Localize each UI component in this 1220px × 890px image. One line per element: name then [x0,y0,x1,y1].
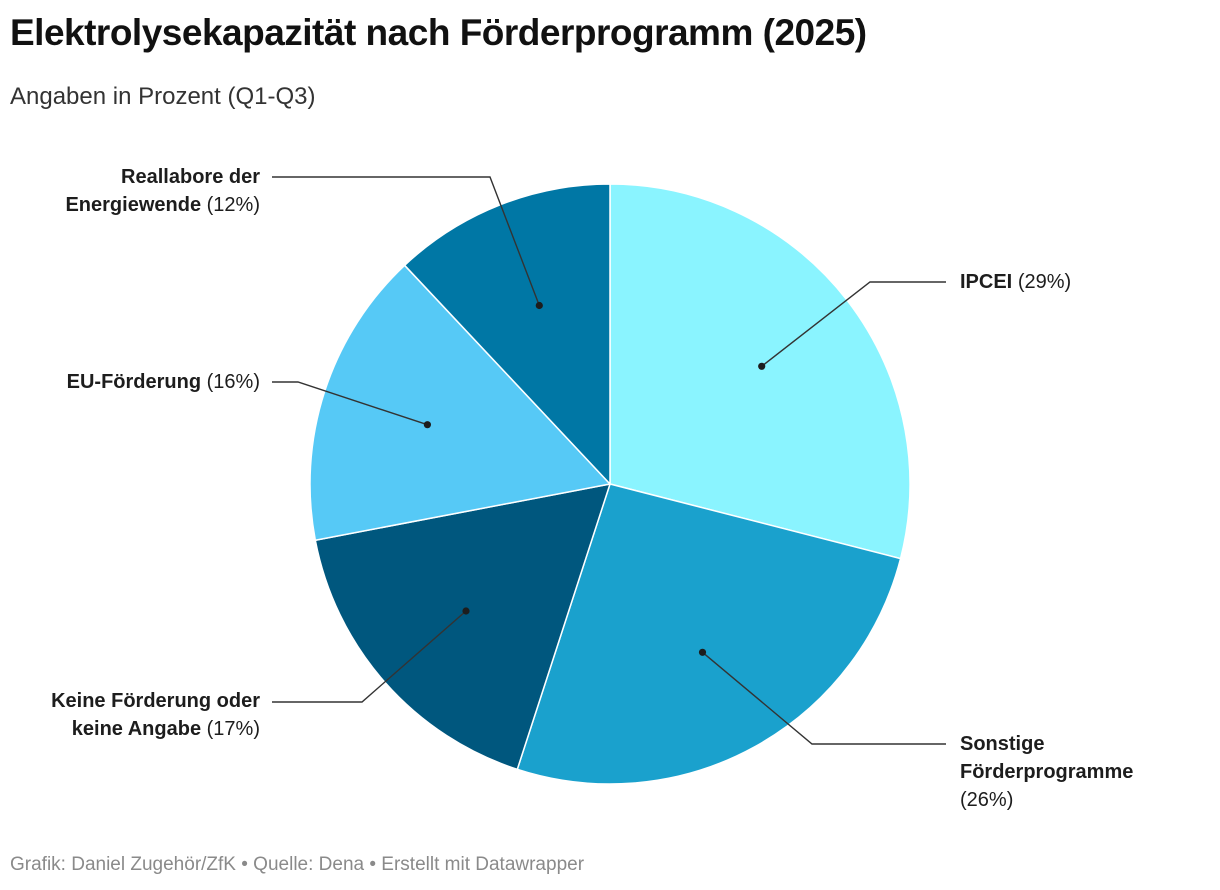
leader-line-keine-foerderung [272,610,467,703]
leader-line-ipcei [761,281,946,367]
slice-label-percent: (29%) [1017,271,1072,293]
slice-label-name: Reallabore der Energiewende [65,166,260,216]
leader-line-sonstige-foerderprogramme [702,651,946,745]
slice-label-name: EU-Förderung [66,371,202,393]
leader-dot-eu-foerderung [423,421,431,429]
slice-label-eu-foerderung: EU-Förderung (16%) [10,368,260,396]
pie-slice-sonstige-foerderprogramme [516,483,902,785]
leader-line-eu-foerderung [272,381,428,426]
label-leader-lines [272,176,946,745]
leader-dot-keine-foerderung [462,607,470,615]
chart-title: Elektrolysekapazität nach Förderprogramm… [10,12,867,53]
chart-subtitle: Angaben in Prozent (Q1-Q3) [10,83,316,110]
slice-label-percent: (16%) [206,371,260,393]
slice-label-reallabore: Reallabore der Energiewende (12%) [10,163,260,219]
slice-label-percent: (12%) [206,194,260,216]
slice-label-ipcei: IPCEI (29%) [960,268,1071,296]
leader-dot-reallabore [535,301,543,310]
leader-dot-ipcei [758,362,766,370]
pie-slice-reallabore [403,183,611,485]
slice-label-name: IPCEI [960,271,1013,293]
leader-dot-sonstige-foerderprogramme [698,648,707,656]
chart-footer-credits: Grafik: Daniel Zugehör/ZfK • Quelle: Den… [10,854,585,875]
slice-label-name: Sonstige Förderprogramme [960,733,1134,783]
slice-label-name: Keine Förderung oder keine Angabe [51,690,260,740]
leader-line-reallabore [272,176,540,306]
slice-label-sonstige-foerderprogramme: Sonstige Förderprogramme (26%) [960,730,1180,814]
slice-label-keine-foerderung: Keine Förderung oder keine Angabe (17%) [10,687,260,743]
slice-label-percent: (17%) [206,718,260,740]
pie-slices [309,183,911,785]
slice-label-percent: (26%) [960,789,1014,811]
